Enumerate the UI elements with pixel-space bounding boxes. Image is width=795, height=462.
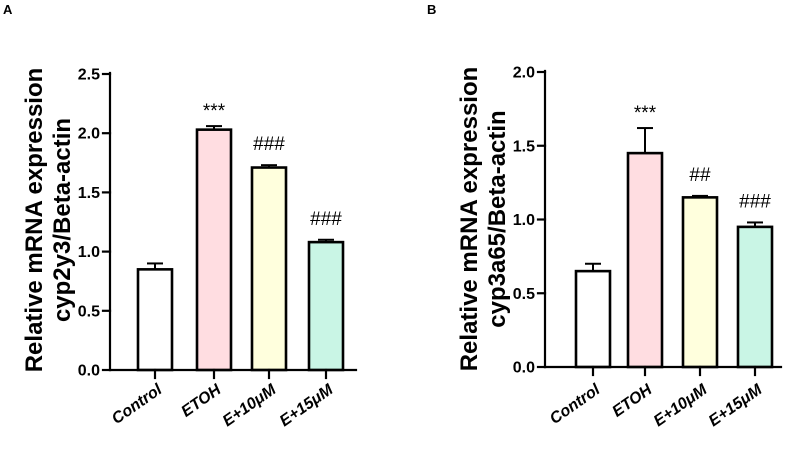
y-tick-label: 0.5	[513, 286, 535, 303]
x-tick-label-control: Control	[547, 381, 604, 428]
significance-label-e-10um: ###	[253, 134, 285, 155]
y-axis-title-line-1: Relative mRNA expression	[456, 67, 483, 372]
x-tick-label-e-10um: E+10μM	[220, 381, 280, 430]
y-tick-label: 2.0	[513, 65, 535, 82]
y-tick-label: 2.0	[78, 126, 100, 143]
x-tick-label-etoh: ETOH	[178, 381, 224, 421]
y-tick-label: 1.5	[513, 138, 535, 155]
significance-label-e-15um: ###	[310, 209, 342, 230]
panel-b-chart: B Relative mRNA expression cyp3a65/Beta-…	[427, 2, 783, 430]
bar-etoh	[195, 128, 233, 372]
x-tick-label-control: Control	[109, 381, 166, 428]
y-axis-title-line-2: cyp2y3/Beta-actin	[49, 118, 76, 322]
y-tick-label: 0.0	[513, 360, 535, 377]
y-axis-title-line-1: Relative mRNA expression	[21, 68, 48, 373]
bar-etoh	[626, 151, 664, 369]
bar-control	[136, 268, 174, 372]
y-tick-label: 2.5	[78, 67, 100, 84]
panel-a-chart: A Relative mRNA expression cyp2y3/Beta-a…	[3, 2, 358, 430]
y-tick-label: 0.5	[78, 303, 100, 320]
x-tick-label-etoh: ETOH	[609, 381, 655, 421]
y-tick-label: 1.5	[78, 185, 100, 202]
bar-e-15um	[307, 240, 345, 372]
significance-label-etoh: ***	[203, 101, 226, 122]
x-tick-label-e-15um: E+15μM	[706, 381, 766, 430]
panel-label: B	[427, 2, 436, 17]
significance-label-e-15um: ###	[739, 191, 771, 212]
x-tick-label-e-10um: E+10μM	[651, 381, 711, 430]
bar-e-10um	[681, 196, 719, 369]
y-axis-title-line-2: cyp3a65/Beta-actin	[484, 110, 511, 327]
y-tick-label: 1.0	[78, 244, 100, 261]
x-tick-label-e-15um: E+15μM	[277, 381, 337, 430]
panel-label: A	[3, 2, 13, 17]
bar-e-15um	[736, 225, 774, 369]
bar-e-10um	[250, 166, 288, 372]
significance-label-e-10um: ##	[689, 165, 711, 186]
bar-control	[574, 269, 612, 369]
significance-label-etoh: ***	[634, 103, 657, 124]
y-tick-label: 1.0	[513, 212, 535, 229]
y-tick-label: 0.0	[78, 363, 100, 380]
